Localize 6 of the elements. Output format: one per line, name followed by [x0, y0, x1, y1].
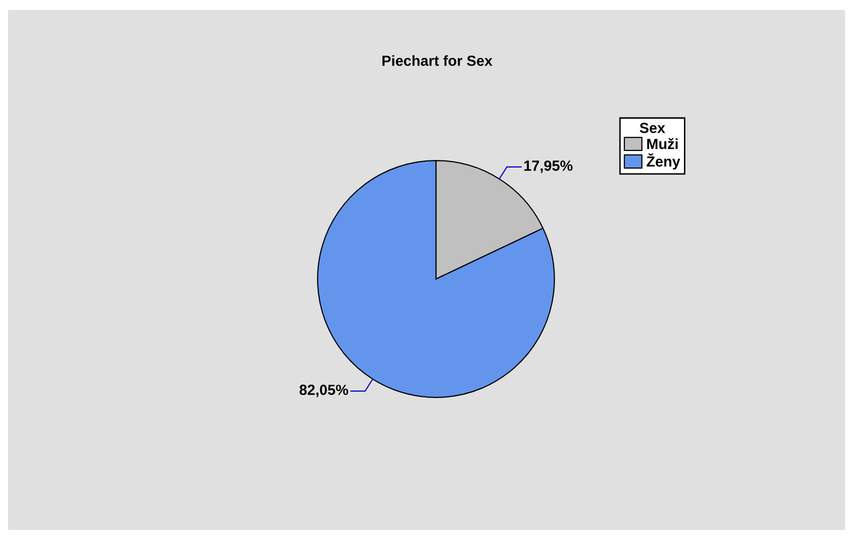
- data-label: 17,95%: [524, 160, 573, 173]
- legend-label: Ženy: [646, 153, 680, 170]
- legend-label: Muži: [647, 138, 678, 150]
- data-label: 82,05%: [300, 384, 348, 398]
- legend-title: Sex: [640, 122, 666, 134]
- chart-title: Piechart for Sex: [382, 55, 492, 66]
